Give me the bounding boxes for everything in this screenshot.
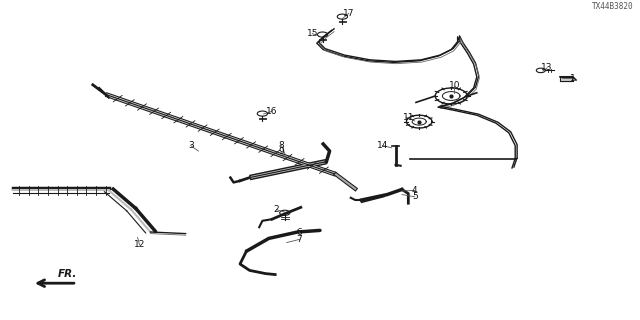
Text: 4: 4 (412, 186, 417, 195)
Text: 1: 1 (570, 74, 575, 83)
Text: 16: 16 (266, 107, 278, 116)
Text: 5: 5 (412, 192, 417, 201)
Text: 12: 12 (134, 240, 145, 249)
Text: 7: 7 (297, 235, 302, 244)
Text: TX44B3820: TX44B3820 (592, 2, 634, 11)
Bar (560, 77, 572, 81)
Text: 8: 8 (279, 141, 284, 150)
Text: 11: 11 (403, 113, 414, 122)
Text: 9: 9 (279, 148, 284, 156)
Text: 10: 10 (449, 81, 460, 90)
Text: 6: 6 (297, 228, 302, 237)
Text: 15: 15 (307, 29, 318, 38)
Text: FR.: FR. (58, 269, 77, 279)
Text: 17: 17 (343, 9, 355, 18)
Text: 13: 13 (541, 63, 553, 72)
Text: 14: 14 (377, 141, 388, 150)
Text: 3: 3 (188, 141, 193, 150)
Text: 2: 2 (274, 205, 279, 214)
